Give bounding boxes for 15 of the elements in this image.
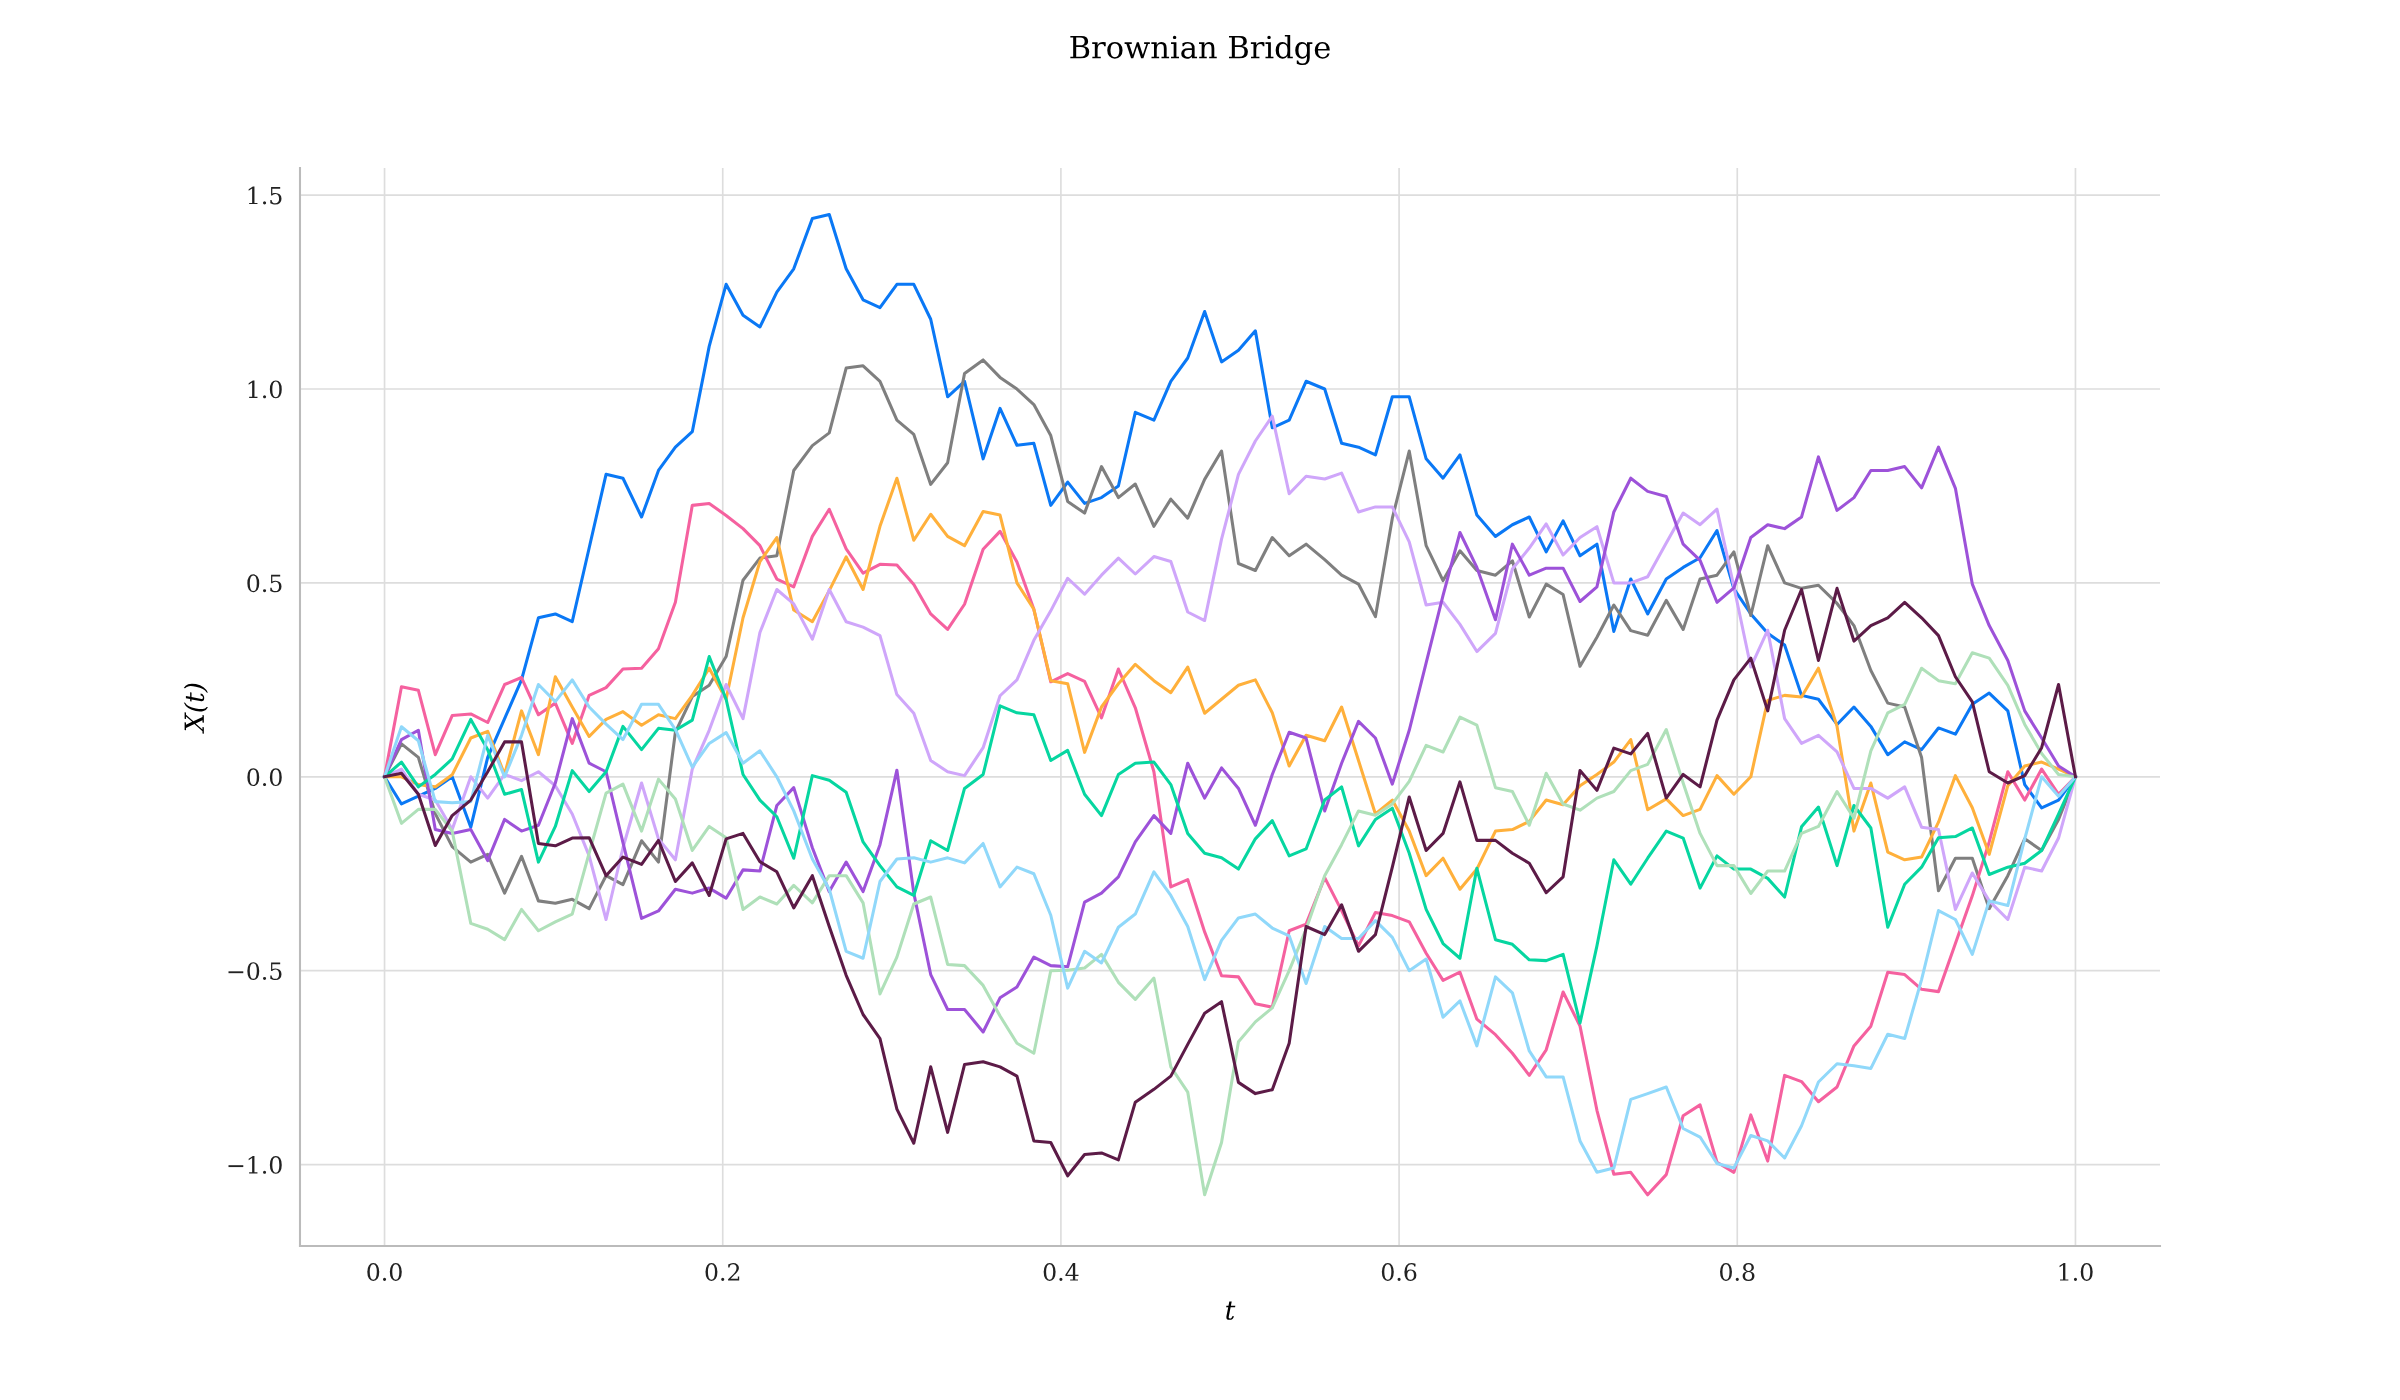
x-tick-label: 0.4 <box>1043 1263 1079 1281</box>
y-tick-label: 1.5 <box>248 186 282 205</box>
y-tick-label: 1.0 <box>248 380 282 399</box>
x-tick-label: 0.0 <box>367 1263 402 1281</box>
chart-title: Brownian Bridge <box>1070 35 1330 66</box>
y-tick-label: −0.5 <box>228 962 282 980</box>
y-axis-title: X(t) <box>183 683 208 734</box>
x-axis-title: t <box>1226 1301 1236 1320</box>
y-tick-label: 0.5 <box>247 574 282 593</box>
x-tick-label: 0.2 <box>705 1263 740 1281</box>
y-tick-label: 0.0 <box>247 768 282 787</box>
x-tick-label: 0.6 <box>1381 1263 1417 1281</box>
x-tick-label: 0.8 <box>1720 1263 1755 1281</box>
y-tick-label: −1.0 <box>228 1156 282 1174</box>
x-tick-label: 1.0 <box>2059 1263 2093 1281</box>
